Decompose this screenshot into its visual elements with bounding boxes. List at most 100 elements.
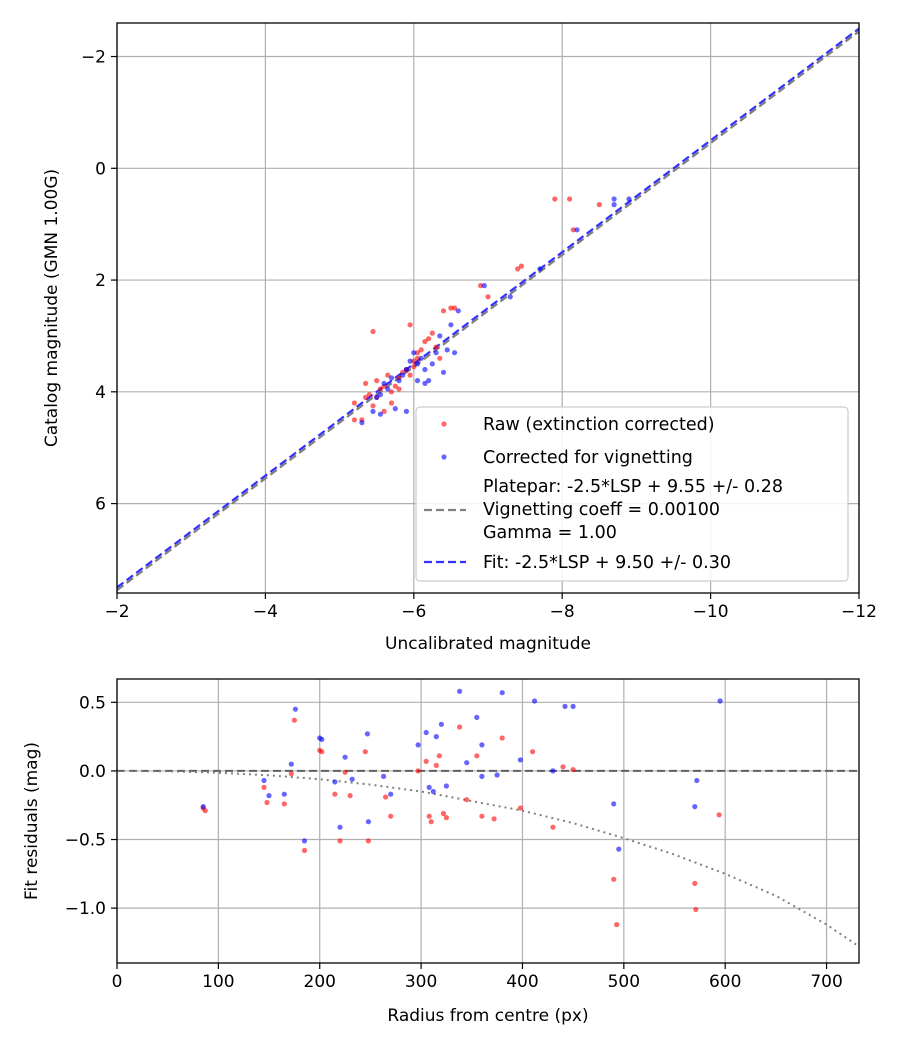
data-point bbox=[426, 784, 432, 791]
data-point bbox=[319, 749, 325, 755]
data-point bbox=[429, 330, 435, 336]
data-point bbox=[433, 344, 439, 350]
data-point bbox=[381, 408, 387, 414]
y-tick-label: 4 bbox=[95, 383, 106, 403]
bottom-scatter-points bbox=[200, 688, 723, 928]
data-point bbox=[479, 773, 485, 780]
legend-fit-label: Fit: -2.5*LSP + 9.50 +/- 0.30 bbox=[483, 553, 731, 573]
data-point bbox=[422, 366, 428, 373]
data-point bbox=[288, 761, 294, 767]
data-point bbox=[281, 801, 287, 807]
data-point bbox=[562, 703, 568, 710]
x-tick-label: −6 bbox=[401, 602, 426, 622]
data-point bbox=[370, 328, 376, 335]
data-point bbox=[499, 735, 505, 741]
data-point bbox=[518, 263, 525, 269]
data-point bbox=[570, 703, 576, 710]
y-tick-label: 0.5 bbox=[79, 693, 106, 713]
data-point bbox=[301, 838, 308, 844]
data-point bbox=[550, 768, 556, 774]
data-point bbox=[455, 308, 461, 314]
data-point bbox=[266, 793, 272, 799]
top-scatter-points bbox=[351, 196, 632, 426]
x-tick-label: 400 bbox=[506, 972, 538, 992]
legend-gamma-label: Gamma = 1.00 bbox=[483, 523, 617, 543]
data-point bbox=[381, 773, 387, 780]
data-point bbox=[392, 383, 398, 389]
legend-corrected-marker bbox=[441, 454, 447, 460]
data-point bbox=[365, 838, 371, 844]
data-point bbox=[440, 810, 446, 817]
x-tick-label: −2 bbox=[104, 602, 129, 622]
data-point bbox=[403, 408, 409, 414]
data-point bbox=[616, 846, 622, 852]
data-point bbox=[349, 776, 355, 782]
calibration-plot: −2 −4 −6 −8 −10 −12 −2 0 2 4 6 Uncalibrated magnit… bbox=[42, 22, 877, 654]
y-tick-label: −0.5 bbox=[65, 831, 106, 851]
data-point bbox=[499, 690, 505, 696]
data-point bbox=[517, 805, 524, 811]
data-point bbox=[202, 808, 208, 814]
data-point bbox=[426, 336, 432, 342]
legend-box bbox=[415, 406, 849, 582]
legend-vignetting-label: Vignetting coeff = 0.00100 bbox=[483, 500, 720, 520]
data-point bbox=[281, 791, 287, 797]
data-point bbox=[474, 753, 480, 759]
data-point bbox=[464, 760, 470, 766]
data-point bbox=[362, 749, 368, 755]
data-point bbox=[567, 196, 573, 202]
data-point bbox=[366, 392, 372, 398]
data-point bbox=[560, 764, 566, 770]
data-point bbox=[351, 417, 357, 423]
data-point bbox=[474, 714, 480, 721]
data-point bbox=[433, 350, 439, 356]
y-tick-label: −1.0 bbox=[65, 899, 106, 919]
data-point bbox=[342, 754, 348, 760]
data-point bbox=[479, 742, 485, 748]
data-point bbox=[443, 783, 449, 789]
x-tick-label: 200 bbox=[304, 972, 336, 992]
bottom-axes-frame bbox=[116, 678, 860, 964]
data-point bbox=[422, 380, 428, 386]
data-point bbox=[550, 824, 556, 830]
data-point bbox=[478, 283, 484, 289]
data-point bbox=[433, 762, 439, 769]
legend-platepar-label: Platepar: -2.5*LSP + 9.55 +/- 0.28 bbox=[483, 477, 783, 497]
data-point bbox=[359, 420, 365, 426]
data-point bbox=[407, 358, 413, 364]
data-point bbox=[381, 380, 387, 386]
data-point bbox=[452, 350, 458, 356]
data-point bbox=[452, 305, 458, 311]
data-point bbox=[288, 771, 294, 777]
x-tick-label: 300 bbox=[405, 972, 437, 992]
data-point bbox=[537, 266, 543, 272]
data-point bbox=[364, 731, 370, 737]
top-axis-ticks: −2 −4 −6 −8 −10 −12 −2 0 2 4 6 bbox=[81, 48, 877, 622]
data-point bbox=[292, 706, 298, 712]
data-point bbox=[532, 698, 538, 704]
data-point bbox=[574, 227, 580, 233]
data-point bbox=[365, 819, 371, 825]
top-fit-lines bbox=[117, 27, 859, 592]
data-point bbox=[377, 411, 383, 417]
data-point bbox=[614, 922, 620, 928]
data-point bbox=[414, 378, 421, 384]
data-point bbox=[423, 758, 429, 764]
x-tick-label: 100 bbox=[202, 972, 234, 992]
data-point bbox=[407, 372, 413, 378]
data-point bbox=[332, 779, 338, 785]
data-point bbox=[426, 378, 432, 384]
data-point bbox=[261, 784, 267, 791]
data-point bbox=[388, 813, 394, 819]
data-point bbox=[485, 294, 491, 300]
x-tick-label: 500 bbox=[608, 972, 640, 992]
vignetting-curve bbox=[117, 769, 859, 948]
data-point bbox=[422, 338, 428, 345]
fit-line bbox=[117, 27, 859, 589]
data-point bbox=[444, 347, 450, 353]
data-point bbox=[407, 322, 413, 328]
data-point bbox=[347, 793, 353, 799]
data-point bbox=[414, 350, 421, 356]
y-tick-label: 0.0 bbox=[79, 762, 106, 782]
data-point bbox=[261, 777, 267, 784]
